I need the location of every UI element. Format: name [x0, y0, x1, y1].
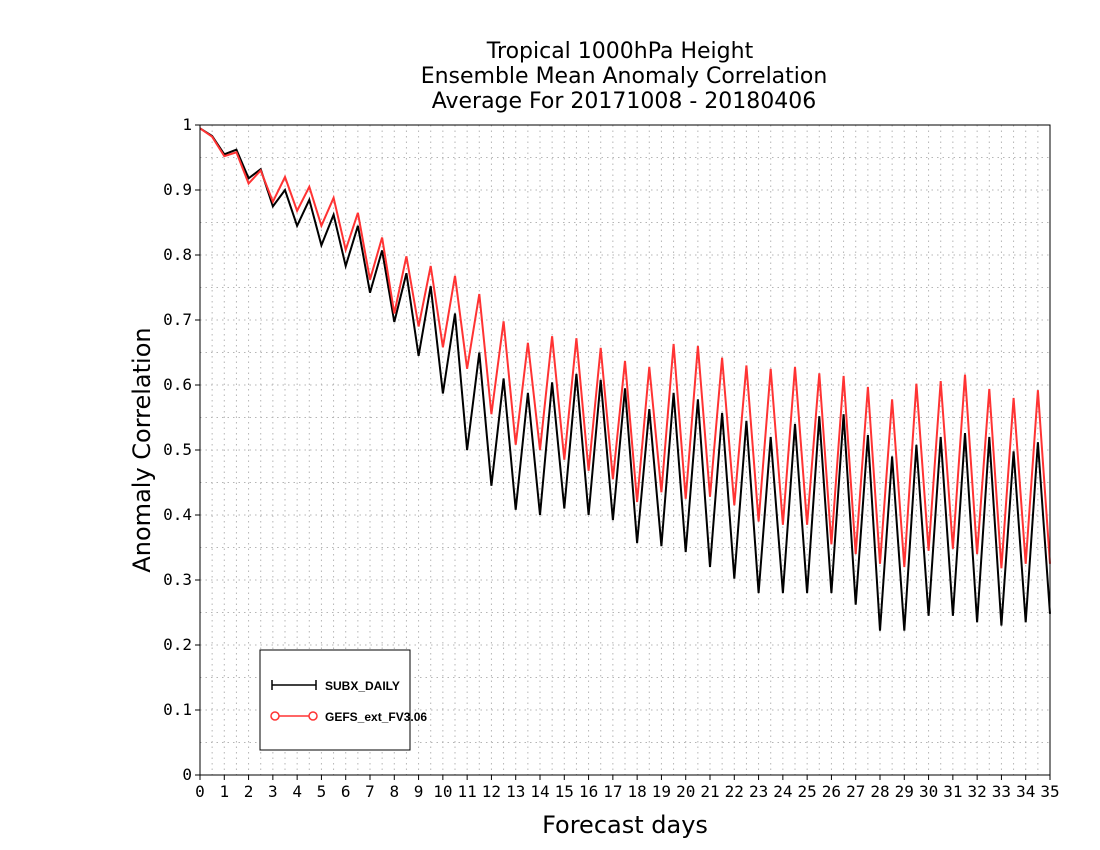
x-tick-label: 22 — [725, 782, 744, 801]
x-tick-label: 31 — [943, 782, 962, 801]
y-tick-label: 0.5 — [163, 440, 192, 459]
x-tick-label: 12 — [482, 782, 501, 801]
plot-area-frame — [199, 124, 1051, 776]
legend-label-gefs: GEFS_ext_FV3.06 — [325, 710, 427, 724]
x-tick-label: 2 — [244, 782, 254, 801]
y-tick-label: 0.6 — [163, 375, 192, 394]
x-axis-label: Forecast days — [542, 811, 708, 839]
series-layer — [199, 127, 1051, 631]
x-tick-label: 32 — [968, 782, 987, 801]
y-tick-label: 0.8 — [163, 245, 192, 264]
x-tick-label: 35 — [1040, 782, 1059, 801]
x-tick-label: 6 — [341, 782, 351, 801]
x-tick-label: 1 — [219, 782, 229, 801]
legend-box — [259, 649, 411, 751]
x-tick-label: 28 — [870, 782, 889, 801]
x-tick-label: 15 — [555, 782, 574, 801]
legend: SUBX_DAILY GEFS_ext_FV3.06 — [259, 649, 427, 751]
series-line-subx — [199, 127, 1051, 631]
x-tick-label: 13 — [506, 782, 525, 801]
x-tick-label: 20 — [676, 782, 695, 801]
y-tick-label: 1 — [182, 115, 192, 134]
legend-marker-gefs-start — [270, 711, 280, 721]
y-tick-label: 0 — [182, 765, 192, 784]
chart-title: Tropical 1000hPa Height Ensemble Mean An… — [421, 39, 828, 114]
x-tick-label: 18 — [628, 782, 647, 801]
x-tick-label: 24 — [773, 782, 792, 801]
chart-title-line-2: Ensemble Mean Anomaly Correlation — [421, 64, 828, 89]
axis-ticks: 00.10.20.30.40.50.60.70.80.910 1 2 3 4 5 6 7 8 9 1… — [163, 115, 1060, 801]
x-tick-label: 11 — [458, 782, 477, 801]
y-tick-label: 0.7 — [163, 310, 192, 329]
x-tick-label: 3 — [268, 782, 278, 801]
x-tick-label: 7 — [365, 782, 375, 801]
x-tick-label: 30 — [919, 782, 938, 801]
x-tick-label: 21 — [700, 782, 719, 801]
x-tick-label: 25 — [798, 782, 817, 801]
legend-label-subx: SUBX_DAILY — [325, 679, 400, 693]
y-axis-label: Anomaly Correlation — [128, 327, 156, 572]
y-tick-label: 0.3 — [163, 570, 192, 589]
chart-title-line-3: Average For 20171008 - 20180406 — [432, 89, 817, 114]
legend-marker-gefs-end — [308, 711, 318, 721]
x-tick-label: 14 — [530, 782, 549, 801]
series-line-gefs — [199, 127, 1051, 569]
x-tick-label: 23 — [749, 782, 768, 801]
chart-title-line-1: Tropical 1000hPa Height — [486, 39, 754, 64]
x-tick-label: 8 — [389, 782, 399, 801]
x-tick-label: 10 — [433, 782, 452, 801]
x-tick-label: 5 — [317, 782, 327, 801]
x-tick-label: 33 — [992, 782, 1011, 801]
y-tick-label: 0.1 — [163, 700, 192, 719]
x-tick-label: 29 — [895, 782, 914, 801]
x-tick-label: 34 — [1016, 782, 1035, 801]
x-tick-label: 9 — [414, 782, 424, 801]
x-tick-label: 16 — [579, 782, 598, 801]
y-tick-label: 0.4 — [163, 505, 192, 524]
y-tick-label: 0.9 — [163, 180, 192, 199]
x-tick-label: 0 — [195, 782, 205, 801]
x-tick-label: 27 — [846, 782, 865, 801]
x-tick-label: 19 — [652, 782, 671, 801]
x-tick-label: 26 — [822, 782, 841, 801]
x-tick-label: 4 — [292, 782, 302, 801]
x-tick-label: 17 — [603, 782, 622, 801]
y-tick-label: 0.2 — [163, 635, 192, 654]
